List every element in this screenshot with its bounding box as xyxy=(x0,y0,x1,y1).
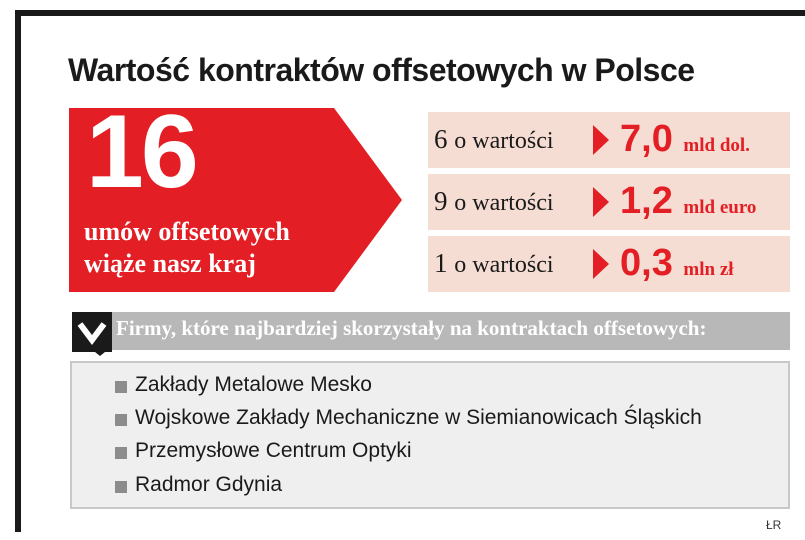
contract-label: o wartości xyxy=(454,128,554,154)
companies-list xyxy=(70,361,790,509)
contract-label: o wartości xyxy=(454,190,554,216)
contract-count: 9 xyxy=(434,186,448,216)
triangle-right-icon xyxy=(593,187,609,217)
square-bullet-icon xyxy=(115,481,127,493)
contract-value: 7,0 mld dol. xyxy=(620,118,750,161)
company-name: Zakłady Metalowe Mesko xyxy=(135,373,372,396)
headline-line-1: umów offsetowych xyxy=(84,217,290,246)
contract-amount: 0,3 xyxy=(620,242,673,284)
company-name: Przemysłowe Centrum Optyki xyxy=(135,439,412,462)
contract-count: 1 xyxy=(434,248,448,278)
contract-count-label: 6 o wartości xyxy=(434,124,554,155)
companies-header-bar xyxy=(106,312,790,350)
contract-unit: mld dol. xyxy=(683,135,750,156)
square-bullet-icon xyxy=(115,414,127,426)
frame-left-rule xyxy=(15,10,21,532)
contract-value: 1,2 mld euro xyxy=(620,180,756,223)
contract-row: 9 o wartości 1,2 mld euro xyxy=(428,174,790,230)
chevron-pointer xyxy=(90,348,110,356)
contract-count-label: 9 o wartości xyxy=(434,186,554,217)
triangle-right-icon xyxy=(593,249,609,279)
contract-label: o wartości xyxy=(454,252,554,278)
contract-unit: mld euro xyxy=(683,197,757,218)
triangle-right-icon xyxy=(593,125,609,155)
contract-count: 6 xyxy=(434,124,448,154)
headline-number: 16 xyxy=(86,94,199,210)
square-bullet-icon xyxy=(115,447,127,459)
companies-header: Firmy, które najbardziej skorzystały na … xyxy=(116,316,707,340)
contract-value: 0,3 mln zł xyxy=(620,242,734,285)
headline-arrow-shape xyxy=(69,108,402,292)
contract-unit: mln zł xyxy=(683,259,734,280)
chevron-down-glyph xyxy=(77,322,107,345)
contract-row: 1 o wartości 0,3 mln zł xyxy=(428,236,790,292)
square-bullet-icon xyxy=(115,381,127,393)
headline-text: umów offsetowych wiąże nasz kraj xyxy=(84,216,290,280)
company-name: Wojskowe Zakłady Mechaniczne w Siemianow… xyxy=(135,406,702,429)
frame-top-rule xyxy=(15,10,805,16)
author-credit: ŁR xyxy=(766,518,782,532)
page-title: Wartość kontraktów offsetowych w Polsce xyxy=(68,52,695,88)
company-name: Radmor Gdynia xyxy=(135,473,283,496)
contract-amount: 1,2 xyxy=(620,180,673,222)
headline-arrow-box xyxy=(69,108,402,292)
chevron-down-icon xyxy=(72,312,112,352)
headline-line-2: wiąże nasz kraj xyxy=(84,249,256,278)
contract-amount: 7,0 xyxy=(620,118,673,160)
contract-row: 6 o wartości 7,0 mld dol. xyxy=(428,112,790,168)
contract-count-label: 1 o wartości xyxy=(434,248,554,279)
